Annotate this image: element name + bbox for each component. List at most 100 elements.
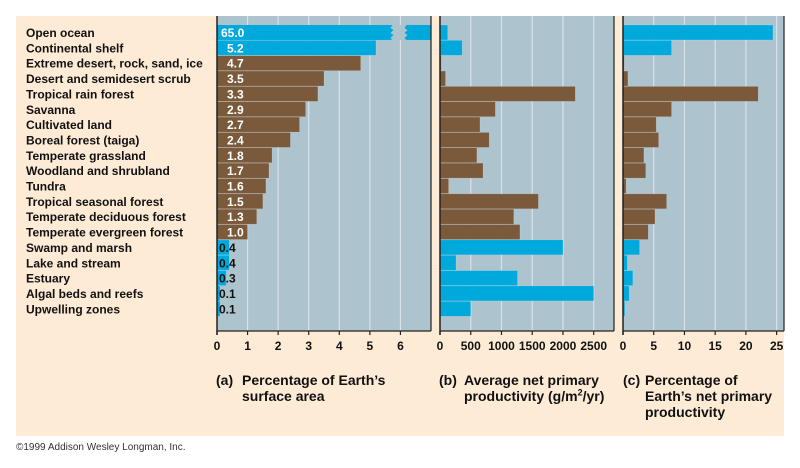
category-label: Temperate evergreen forest — [26, 226, 183, 240]
x-tick-label: 0 — [437, 339, 444, 353]
panel-b-units-superscript: 2 — [577, 387, 583, 398]
category-label: Open ocean — [26, 26, 95, 40]
bar — [439, 24, 448, 41]
value-label: 65.0 — [221, 26, 245, 40]
x-tick-label: 6 — [397, 339, 404, 353]
category-label: Estuary — [26, 272, 70, 286]
bar — [622, 193, 667, 210]
category-label: Savanna — [26, 103, 76, 117]
bar — [622, 101, 672, 117]
value-label: 0.4 — [219, 241, 236, 255]
bar — [622, 270, 634, 286]
bar — [216, 147, 273, 164]
panel-c-title-line-2: Earth’s net primary — [645, 388, 773, 404]
x-tick-label: 0 — [620, 339, 627, 353]
value-label: 1.6 — [227, 180, 244, 194]
x-tick-label: 20 — [739, 339, 753, 353]
panel-a-title-line-1: Percentage of Earth’s — [242, 372, 386, 388]
bar — [622, 208, 656, 225]
value-label: 1.5 — [227, 195, 244, 209]
category-label: Temperate grassland — [26, 149, 146, 163]
bar — [622, 224, 649, 240]
x-tick-label: 4 — [336, 339, 343, 353]
x-tick-label: 1500 — [519, 339, 546, 353]
x-tick-label: 5 — [650, 339, 657, 353]
bar — [439, 147, 478, 164]
bar — [622, 86, 759, 102]
x-tick-label: 1000 — [488, 339, 515, 353]
category-label: Desert and semidesert scrub — [26, 72, 191, 86]
category-label: Lake and stream — [26, 256, 121, 270]
value-label: 5.2 — [227, 41, 244, 55]
panel-a-title-line-2: surface area — [242, 388, 325, 404]
bar-break — [390, 25, 408, 41]
category-label: Swamp and marsh — [26, 241, 132, 255]
bar — [439, 301, 471, 317]
category-label: Woodland and shrubland — [26, 164, 170, 178]
x-tick-label: 10 — [678, 339, 692, 353]
category-label: Boreal forest (taiga) — [26, 133, 139, 147]
bar — [439, 239, 564, 256]
x-tick-label: 2000 — [550, 339, 577, 353]
panel-b-tag: (b) — [439, 372, 457, 388]
category-label: Tropical rain forest — [26, 87, 134, 101]
bar — [622, 285, 630, 302]
bar — [622, 40, 672, 56]
x-tick-label: 2 — [275, 339, 282, 353]
x-tick-label: 15 — [708, 339, 722, 353]
bar — [439, 101, 496, 117]
bar — [622, 147, 645, 164]
x-tick-label: 3 — [305, 339, 312, 353]
bar — [439, 178, 449, 194]
x-tick-label: 500 — [461, 339, 481, 353]
x-tick-label: 2500 — [580, 339, 607, 353]
bar — [622, 132, 659, 148]
x-tick-label: 25 — [770, 339, 784, 353]
panel-a-tag: (a) — [216, 372, 234, 388]
bar — [439, 116, 481, 133]
copyright-notice: ©1999 Addison Wesley Longman, Inc. — [16, 442, 186, 453]
value-label: 2.9 — [227, 103, 244, 117]
panel-a-surface-area: 65.05.2 4.73.53.3 2.92.72.4 1.81.7 1.61.51.3… — [214, 16, 432, 353]
panel-b-net-primary-productivity: 0 500 1000 1500 2000 2500 — [437, 16, 615, 353]
x-tick-label: 0 — [214, 339, 221, 353]
panel-c-percent-npp: 0 5 10 15 20 25 — [620, 16, 785, 353]
panel-a-caption: (a) Percentage of Earth’s surface area — [216, 372, 416, 404]
panel-b-units-prefix: productivity (g/m — [464, 388, 578, 404]
panel-b-title-line-2: productivity (g/m2/yr) — [439, 388, 629, 404]
panel-c-title-line-1: Percentage of — [645, 372, 738, 388]
bar — [439, 208, 515, 225]
value-label: 0.1 — [219, 287, 236, 301]
category-label: Continental shelf — [26, 41, 124, 55]
category-label: Upwelling zones — [26, 302, 120, 316]
bar — [439, 70, 446, 87]
value-label: 1.8 — [227, 149, 244, 163]
bar — [439, 132, 490, 148]
category-label: Extreme desert, rock, sand, ice — [26, 57, 203, 71]
category-label: Temperate deciduous forest — [26, 210, 186, 224]
bar — [622, 24, 774, 41]
panel-b-title-line-1: Average net primary — [464, 372, 599, 388]
panel-b-units-suffix: /yr) — [582, 388, 605, 404]
plot-area — [623, 16, 784, 331]
value-label: 1.0 — [227, 226, 244, 240]
panel-c-tag: (c) — [623, 372, 641, 388]
panel-b-caption: (b) Average net primary productivity (g/… — [439, 372, 629, 404]
value-label: 1.3 — [227, 210, 244, 224]
bar — [439, 224, 521, 240]
value-label: 2.4 — [227, 133, 244, 147]
x-tick-label: 5 — [367, 339, 374, 353]
bar — [439, 40, 463, 56]
value-label: 1.7 — [227, 164, 244, 178]
value-label: 0.3 — [219, 272, 236, 286]
bar — [439, 193, 539, 210]
value-label: 3.5 — [227, 72, 244, 86]
value-label: 0.1 — [219, 302, 236, 316]
category-label: Algal beds and reefs — [26, 287, 144, 301]
bar — [439, 162, 484, 179]
bar — [217, 25, 431, 40]
bar — [622, 239, 640, 256]
value-label: 3.3 — [227, 87, 244, 101]
